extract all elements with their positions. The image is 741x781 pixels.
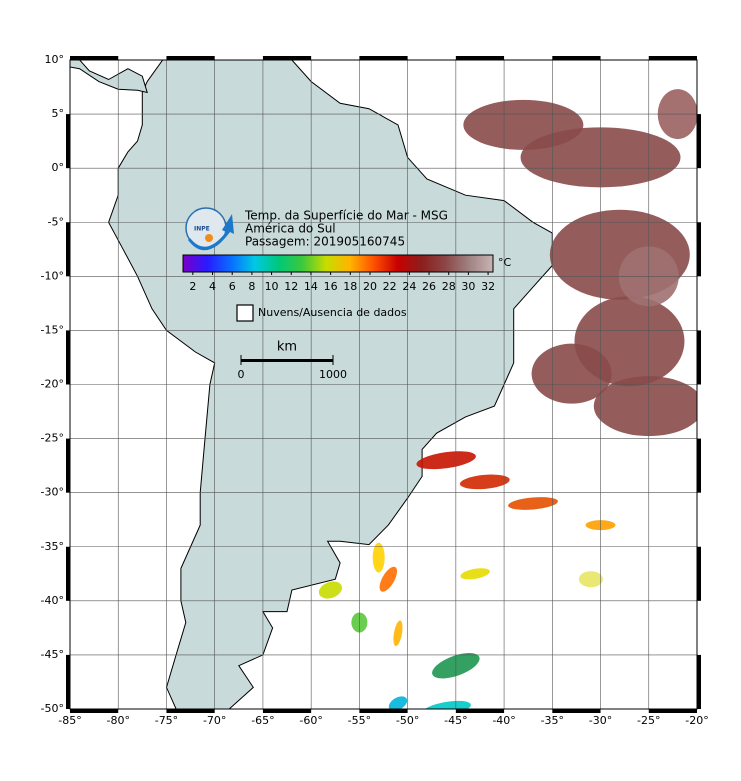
- sst-patch: [379, 566, 398, 592]
- frame-band: [359, 56, 408, 60]
- lat-tick-label: -30°: [41, 486, 64, 499]
- frame-band: [697, 330, 701, 385]
- frame-band: [552, 709, 601, 713]
- colorbar-tick-label: 6: [229, 280, 236, 293]
- frame-band: [455, 709, 505, 713]
- lon-tick-label: -35°: [541, 714, 564, 727]
- lon-tick-label: -40°: [492, 714, 515, 727]
- scale-unit: km: [277, 340, 297, 355]
- colorbar-tick-label: 30: [461, 280, 475, 293]
- frame-band: [70, 709, 119, 713]
- colorbar-tick-label: 32: [481, 280, 495, 293]
- lat-tick-label: 5°: [52, 107, 65, 120]
- lat-tick-label: -35°: [41, 540, 64, 553]
- lat-tick-label: -45°: [41, 648, 64, 661]
- lat-tick-label: 0°: [52, 161, 65, 174]
- sst-patch: [421, 700, 471, 709]
- lon-tick-label: -70°: [203, 714, 226, 727]
- colorbar-unit: °C: [498, 256, 512, 269]
- scale-tick-label: 1000: [319, 368, 347, 381]
- frame-band: [66, 330, 70, 385]
- sst-patch: [578, 571, 603, 588]
- lon-tick-label: -55°: [348, 714, 371, 727]
- frame-band: [66, 546, 70, 601]
- colorbar-tick-label: 4: [209, 280, 216, 293]
- colorbar-tick-label: 22: [383, 280, 397, 293]
- colorbar-tick-label: 28: [442, 280, 456, 293]
- legend-label: Nuvens/Ausencia de dados: [258, 306, 407, 319]
- frame-band: [697, 438, 701, 493]
- frame-band: [552, 56, 601, 60]
- logo-dot: [205, 234, 213, 242]
- sst-patch: [531, 343, 612, 404]
- lon-tick-label: -50°: [396, 714, 419, 727]
- overlay: INPE Temp. da Superfície do Mar - MSG Am…: [41, 53, 709, 727]
- lon-tick-label: -85°: [58, 714, 81, 727]
- colorbar-tick-label: 10: [265, 280, 279, 293]
- frame-band: [66, 114, 70, 169]
- colorbar-tick-label: 18: [343, 280, 357, 293]
- scale-bar: [241, 359, 333, 362]
- sst-patch: [416, 451, 476, 470]
- sst-patch: [508, 497, 558, 510]
- frame-band: [359, 709, 408, 713]
- frame-band: [697, 114, 701, 169]
- frame-band: [166, 56, 215, 60]
- colorbar-tick-label: 2: [189, 280, 196, 293]
- lon-tick-label: -65°: [251, 714, 274, 727]
- frame-band: [262, 709, 312, 713]
- sst-patch: [393, 620, 403, 647]
- frame-band: [648, 56, 697, 60]
- lon-tick-label: -45°: [444, 714, 467, 727]
- colorbar-tick-label: 20: [363, 280, 377, 293]
- lat-tick-label: -40°: [41, 594, 64, 607]
- frame-band: [697, 654, 701, 709]
- lon-tick-label: -75°: [155, 714, 178, 727]
- lon-tick-label: -20°: [685, 714, 708, 727]
- title-line: Passagem: 201905160745: [245, 235, 405, 249]
- frame-band: [66, 654, 70, 709]
- legend-swatch: [236, 304, 254, 322]
- frame-band: [66, 438, 70, 493]
- lat-tick-label: -25°: [41, 432, 64, 445]
- lat-tick-label: -20°: [41, 378, 64, 391]
- lat-tick-label: -5°: [48, 215, 64, 228]
- sst-patch: [460, 568, 490, 580]
- map-area: [70, 60, 697, 709]
- land: [70, 60, 148, 94]
- lat-tick-label: -10°: [41, 269, 64, 282]
- colorbar-tick-label: 8: [248, 280, 255, 293]
- frame-band: [70, 56, 119, 60]
- title-line: Temp. da Superfície do Mar - MSG: [244, 209, 448, 223]
- sst-patch: [593, 376, 697, 437]
- lon-tick-label: -60°: [299, 714, 322, 727]
- lon-tick-label: -30°: [589, 714, 612, 727]
- colorbar-tick-label: 24: [402, 280, 416, 293]
- colorbar: [182, 254, 494, 273]
- frame-band: [66, 222, 70, 277]
- colorbar-tick-label: 12: [284, 280, 298, 293]
- scale-tick-label: 0: [238, 368, 245, 381]
- lat-tick-label: -15°: [41, 323, 64, 336]
- colorbar-tick-label: 16: [324, 280, 338, 293]
- frame-band: [455, 56, 505, 60]
- logo-text: INPE: [194, 226, 210, 233]
- sst-patch: [318, 581, 343, 599]
- sst-patch: [388, 696, 408, 709]
- lat-tick-label: -50°: [41, 702, 64, 715]
- colorbar-tick-label: 26: [422, 280, 436, 293]
- frame-band: [697, 222, 701, 277]
- frame-band: [697, 546, 701, 601]
- frame-band: [166, 709, 215, 713]
- sst-patch: [459, 474, 510, 490]
- colorbar-tick-label: 14: [304, 280, 318, 293]
- frame-band: [648, 709, 697, 713]
- lon-tick-label: -80°: [106, 714, 129, 727]
- lat-tick-label: 10°: [45, 53, 65, 66]
- sst-patch: [372, 542, 385, 573]
- lon-tick-label: -25°: [637, 714, 660, 727]
- frame-band: [262, 56, 312, 60]
- title-line: América do Sul: [245, 222, 336, 236]
